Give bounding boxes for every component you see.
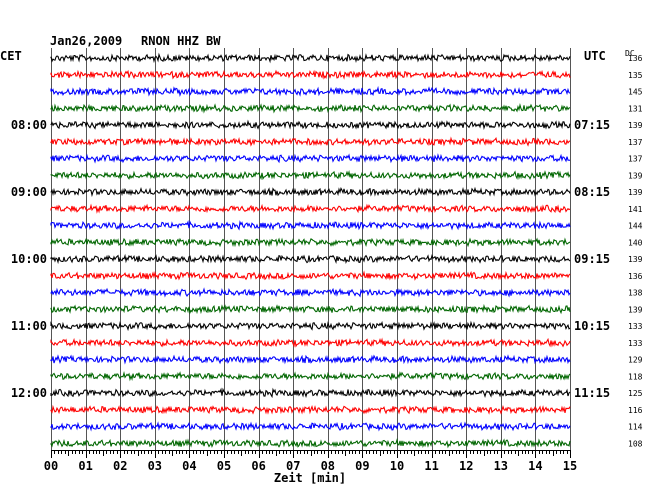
trace-21 xyxy=(50,387,571,399)
right-time-label: 08:15 xyxy=(574,185,610,199)
dc-offset-label: 138 xyxy=(628,289,643,298)
traces-group xyxy=(50,52,571,449)
right-time-label: 10:15 xyxy=(574,319,610,333)
x-axis-label: Zeit [min] xyxy=(274,471,346,485)
dc-offset-label: 144 xyxy=(628,222,643,231)
trace-13 xyxy=(50,253,571,265)
trace-17 xyxy=(50,320,571,332)
left-timezone-label: CET xyxy=(0,49,22,63)
dc-offset-label: 114 xyxy=(628,423,643,432)
left-time-label: 09:00 xyxy=(11,185,47,199)
x-tick-label: 12 xyxy=(459,459,473,473)
trace-16 xyxy=(50,303,571,315)
dc-offset-label: 140 xyxy=(628,238,643,247)
left-time-label: 12:00 xyxy=(11,386,47,400)
labels-group: Jan26,2009 RNON HHZ BW CET UTC DC Zeit [… xyxy=(0,34,643,485)
trace-3 xyxy=(50,85,571,97)
x-tick-label: 10 xyxy=(390,459,404,473)
dc-offset-label: 133 xyxy=(628,322,643,331)
trace-19 xyxy=(50,354,571,365)
trace-24 xyxy=(50,437,571,449)
dc-offset-label: 139 xyxy=(628,305,643,314)
x-tick-label: 11 xyxy=(424,459,438,473)
dc-offset-label: 135 xyxy=(628,71,643,80)
x-tick-label: 06 xyxy=(251,459,265,473)
trace-6 xyxy=(50,136,571,147)
trace-2 xyxy=(50,69,571,80)
trace-12 xyxy=(50,237,571,248)
x-axis: 00 01 02 03 04 05 06 07 08 09 10 11 12 13 14 15 xyxy=(44,450,577,473)
trace-4 xyxy=(50,103,571,114)
dc-offset-label: 137 xyxy=(628,138,643,147)
dc-offset-label: 125 xyxy=(628,389,643,398)
trace-22 xyxy=(50,404,571,415)
x-tick-label: 07 xyxy=(286,459,300,473)
dc-offset-label: 133 xyxy=(628,339,643,348)
dc-offset-label: 118 xyxy=(628,372,643,381)
dc-offset-label: 108 xyxy=(628,439,643,448)
trace-20 xyxy=(50,371,571,382)
left-time-label: 08:00 xyxy=(11,118,47,132)
dc-offset-label: 136 xyxy=(628,54,643,63)
x-tick-label: 01 xyxy=(78,459,92,473)
x-tick-label: 05 xyxy=(217,459,231,473)
dc-offset-label: 145 xyxy=(628,88,643,97)
station-label: RNON HHZ BW xyxy=(141,34,221,48)
trace-18 xyxy=(50,337,571,348)
dc-offset-label: 116 xyxy=(628,406,643,415)
trace-10 xyxy=(50,203,571,214)
right-time-label: 09:15 xyxy=(574,252,610,266)
dc-offset-label: 141 xyxy=(628,205,643,214)
dc-offset-label: 136 xyxy=(628,272,643,281)
trace-11 xyxy=(50,219,571,231)
left-time-label: 11:00 xyxy=(11,319,47,333)
chart-title: Jan26,2009 xyxy=(50,34,122,48)
dc-offset-label: 139 xyxy=(628,171,643,180)
x-tick-label: 00 xyxy=(44,459,58,473)
x-tick-label: 02 xyxy=(113,459,127,473)
trace-23 xyxy=(50,421,571,432)
trace-15 xyxy=(50,287,571,298)
x-tick-label: 08 xyxy=(321,459,335,473)
dc-offset-label: 131 xyxy=(628,104,643,113)
left-time-label: 10:00 xyxy=(11,252,47,266)
dc-offset-label: 139 xyxy=(628,121,643,130)
x-tick-label: 13 xyxy=(494,459,508,473)
trace-7 xyxy=(50,153,571,164)
right-time-label: 07:15 xyxy=(574,118,610,132)
right-time-label: 11:15 xyxy=(574,386,610,400)
grid-lines xyxy=(51,48,571,450)
x-tick-label: 04 xyxy=(182,459,196,473)
right-timezone-label: UTC xyxy=(584,49,606,63)
x-tick-label: 14 xyxy=(528,459,542,473)
x-tick-label: 03 xyxy=(148,459,162,473)
dc-offset-label: 129 xyxy=(628,356,643,365)
dc-offset-label: 139 xyxy=(628,255,643,264)
x-tick-label: 15 xyxy=(563,459,577,473)
trace-5 xyxy=(50,119,571,131)
dc-header: DC xyxy=(625,49,635,58)
trace-14 xyxy=(50,270,571,281)
x-tick-label: 09 xyxy=(355,459,369,473)
dc-offset-label: 139 xyxy=(628,188,643,197)
dc-offset-label: 137 xyxy=(628,155,643,164)
trace-8 xyxy=(50,169,571,181)
trace-9 xyxy=(50,186,571,198)
trace-1 xyxy=(50,52,571,64)
